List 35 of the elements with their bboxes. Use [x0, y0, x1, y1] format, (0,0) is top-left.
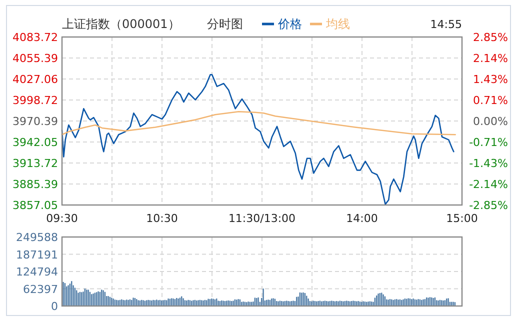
- line-series: [61, 74, 454, 205]
- x-tick-label: 11:30/13:00: [228, 212, 296, 225]
- y-tick-label: 4027.06: [12, 72, 58, 86]
- y2-tick-label: 0.71%: [473, 94, 508, 108]
- text: 14:55: [430, 18, 462, 31]
- y-tick-label: 3913.72: [12, 157, 58, 170]
- chart-title: 上证指数（000001）: [62, 17, 180, 31]
- x-tick-label: 14:00: [346, 212, 378, 225]
- y-tick-label: 249588: [16, 231, 58, 244]
- y2-tick-label: -1.43%: [469, 157, 508, 170]
- legend-label: 均线: [325, 17, 350, 31]
- y2-tick-label: 0.00%: [473, 115, 508, 128]
- y-tick-label: 3970.39: [12, 114, 58, 128]
- y-tick-label: 3885.39: [12, 178, 58, 191]
- y-tick-label: 187191: [16, 248, 58, 262]
- y-tick-label: 4055.39: [12, 52, 58, 65]
- chart-subtitle: 分时图: [207, 17, 243, 31]
- y2-tick-label: -0.71%: [469, 136, 508, 149]
- y-tick-label: 3942.05: [12, 136, 58, 149]
- y2-tick-label: -2.14%: [469, 178, 508, 192]
- y-tick-label: 4083.72: [12, 31, 58, 44]
- y-tick-label: 62397: [23, 282, 58, 296]
- y2-tick-label: 1.43%: [473, 72, 508, 86]
- y2-tick-label: -2.85%: [469, 199, 508, 212]
- line-series: [61, 111, 456, 136]
- legend-label: 价格: [277, 17, 302, 31]
- y2-tick-label: 2.85%: [473, 31, 508, 44]
- y-tick-label: 3998.72: [12, 94, 58, 107]
- x-tick-label: 15:00: [446, 212, 478, 225]
- x-tick-label: 09:30: [46, 212, 78, 225]
- y2-tick-label: 2.14%: [473, 52, 508, 65]
- y-tick-label: 3857.05: [12, 199, 58, 212]
- x-tick-label: 10:30: [146, 212, 178, 225]
- y-tick-label: 124794: [16, 266, 58, 278]
- y-tick-label: 0: [51, 300, 58, 313]
